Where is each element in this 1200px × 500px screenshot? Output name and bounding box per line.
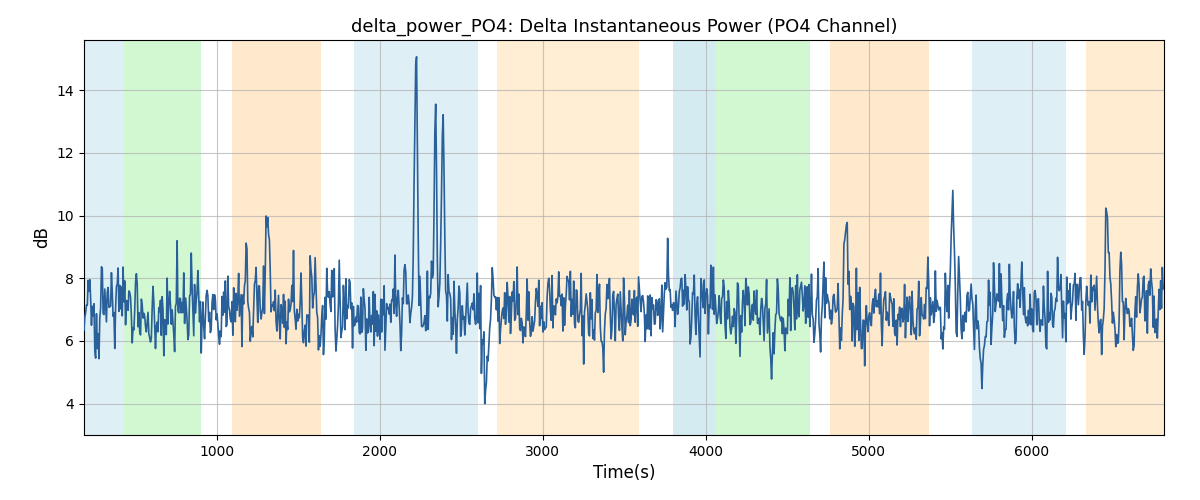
Bar — [232, 40, 322, 435]
Bar — [830, 40, 929, 435]
Bar — [124, 40, 200, 435]
Bar — [84, 40, 124, 435]
Y-axis label: dB: dB — [34, 226, 52, 248]
Bar — [715, 40, 810, 435]
Bar — [354, 40, 478, 435]
Bar — [497, 40, 640, 435]
X-axis label: Time(s): Time(s) — [593, 464, 655, 482]
Bar — [673, 40, 715, 435]
Bar — [1086, 40, 1164, 435]
Bar — [972, 40, 1066, 435]
Title: delta_power_PO4: Delta Instantaneous Power (PO4 Channel): delta_power_PO4: Delta Instantaneous Pow… — [350, 18, 898, 36]
